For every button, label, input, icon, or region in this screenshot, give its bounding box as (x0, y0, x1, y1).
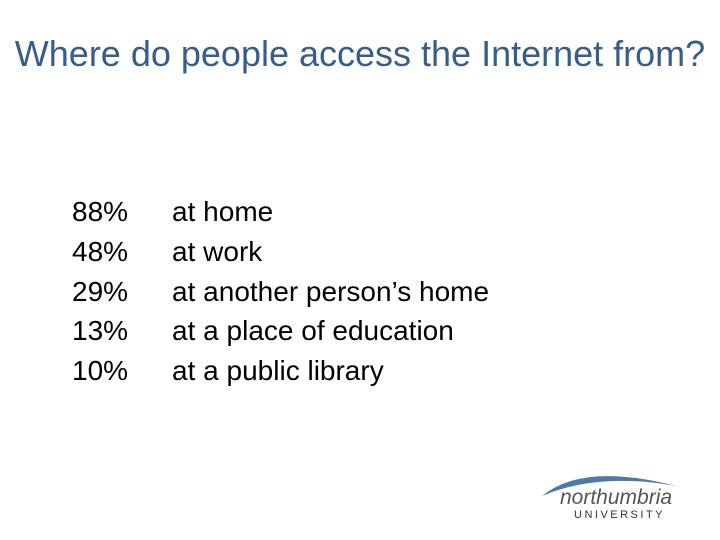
percent-value: 48% (72, 232, 128, 272)
percent-value: 29% (72, 272, 128, 312)
percent-value: 13% (72, 311, 128, 351)
location-label: at home (172, 192, 489, 232)
percent-value: 10% (72, 351, 128, 391)
logo-main-text: northumbria (560, 486, 672, 509)
label-column: at home at work at another person’s home… (172, 192, 489, 391)
northumbria-logo: northumbria UNIVERSITY (538, 466, 698, 522)
location-label: at a place of education (172, 311, 489, 351)
location-label: at work (172, 232, 489, 272)
percent-value: 88% (72, 192, 128, 232)
percent-column: 88% 48% 29% 13% 10% (72, 192, 128, 391)
logo-icon: northumbria UNIVERSITY (538, 466, 698, 522)
slide-title: Where do people access the Internet from… (0, 32, 720, 75)
logo-sub-text: UNIVERSITY (574, 509, 665, 521)
location-label: at a public library (172, 351, 489, 391)
slide: Where do people access the Internet from… (0, 0, 720, 540)
data-table: 88% 48% 29% 13% 10% at home at work at a… (72, 192, 489, 391)
location-label: at another person’s home (172, 272, 489, 312)
